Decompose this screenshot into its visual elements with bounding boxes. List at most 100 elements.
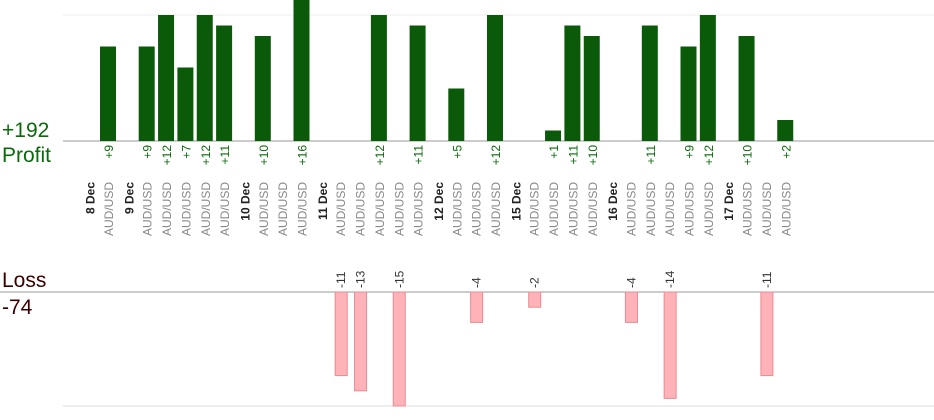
symbol-label: AUD/USD <box>218 182 232 236</box>
symbol-label: AUD/USD <box>470 182 484 236</box>
profit-value-label: +9 <box>683 145 697 159</box>
loss-label: Loss <box>2 269 46 292</box>
profit-value-label: +12 <box>199 145 213 166</box>
profit-bar <box>738 36 755 141</box>
profit-value-label: +10 <box>586 145 600 166</box>
date-label: 17 Dec <box>722 182 736 221</box>
profit-bar <box>680 46 697 141</box>
profit-bar <box>487 15 503 141</box>
symbol-label: AUD/USD <box>586 182 600 236</box>
profit-value-label: +12 <box>160 145 174 166</box>
summary-labels: +192 Profit Loss -74 <box>2 119 51 319</box>
profit-bar <box>699 15 716 141</box>
symbol-label: AUD/USD <box>276 182 290 236</box>
profit-bar <box>641 25 658 141</box>
loss-bar <box>528 291 542 308</box>
loss-value-label: -4 <box>470 277 484 288</box>
loss-bar <box>663 291 677 399</box>
x-axis-labels: 8 Dec 9 Dec 10 Dec 11 Dec 12 Dec 15 Dec 16 Dec… <box>84 182 794 236</box>
symbol-label: AUD/USD <box>141 182 155 236</box>
symbol-label: AUD/USD <box>566 182 580 236</box>
profit-value-label: +1 <box>547 145 561 159</box>
profit-bars: +9 +9 +12 +7 +12 +11 +10 +16 +12 +11 +5 +12 +1 +11 +10… <box>100 0 794 166</box>
profit-bar <box>777 120 794 141</box>
profit-value-label: +9 <box>102 145 116 159</box>
profit-bar <box>448 88 465 141</box>
symbol-label: AUD/USD <box>102 182 116 236</box>
symbol-label: AUD/USD <box>179 182 193 236</box>
loss-value-label: -4 <box>624 277 638 288</box>
symbol-label: AUD/USD <box>683 182 697 236</box>
symbol-label: AUD/USD <box>702 182 716 236</box>
profit-bar <box>138 46 155 141</box>
profit-value-label: +9 <box>141 145 155 159</box>
symbol-label: AUD/USD <box>779 182 793 236</box>
symbol-label: AUD/USD <box>354 182 368 236</box>
loss-bars: -11 -13 -15 -4 -2 -4 -14 -11 <box>334 270 774 407</box>
symbol-label: AUD/USD <box>741 182 755 236</box>
profit-value-label: +2 <box>779 145 793 159</box>
profit-value-label: +16 <box>296 145 310 166</box>
profit-value-label: +10 <box>257 145 271 166</box>
symbol-label: AUD/USD <box>450 182 464 236</box>
profit-bar <box>100 46 116 141</box>
date-label: 10 Dec <box>238 182 252 221</box>
profit-value-label: +12 <box>489 145 503 166</box>
date-label: 12 Dec <box>432 182 446 221</box>
profit-bar <box>293 0 310 141</box>
symbol-label: AUD/USD <box>489 182 503 236</box>
symbol-label: AUD/USD <box>392 182 406 236</box>
symbol-label: AUD/USD <box>528 182 542 236</box>
loss-bar <box>354 291 368 392</box>
symbol-label: AUD/USD <box>199 182 213 236</box>
date-label: 8 Dec <box>84 182 98 214</box>
profit-bar <box>583 36 600 141</box>
symbol-label: AUD/USD <box>412 182 426 236</box>
profit-value-label: +12 <box>702 145 716 166</box>
symbol-label: AUD/USD <box>644 182 658 236</box>
loss-value-label: -11 <box>334 271 348 288</box>
date-label: 9 Dec <box>122 182 136 214</box>
date-label: 15 Dec <box>509 182 523 221</box>
loss-bar <box>392 291 406 407</box>
profit-bar <box>196 15 213 141</box>
profit-value-label: +11 <box>644 145 658 165</box>
profit-value-label: +10 <box>741 145 755 166</box>
profit-bar <box>370 15 387 141</box>
profit-bar <box>158 15 175 141</box>
profit-value-label: +12 <box>373 145 387 166</box>
profit-bar <box>545 130 562 141</box>
symbol-label: AUD/USD <box>663 182 677 236</box>
loss-bar <box>624 291 638 323</box>
symbol-label: AUD/USD <box>624 182 638 236</box>
profit-value-label: +11 <box>218 145 232 165</box>
symbol-label: AUD/USD <box>334 182 348 236</box>
symbol-label: AUD/USD <box>296 182 310 236</box>
date-label: 11 Dec <box>316 182 330 220</box>
date-label: 16 Dec <box>606 182 620 221</box>
profit-value-label: +7 <box>179 145 193 159</box>
profit-value-label: +11 <box>412 145 426 165</box>
symbol-label: AUD/USD <box>160 182 174 236</box>
profit-total: +192 <box>2 119 49 142</box>
profit-bar <box>254 36 271 141</box>
profit-bar <box>409 25 426 141</box>
loss-bar <box>470 291 484 323</box>
loss-value-label: -13 <box>354 270 368 288</box>
profit-value-label: +5 <box>450 145 464 159</box>
loss-value-label: -14 <box>663 270 677 288</box>
symbol-label: AUD/USD <box>257 182 271 236</box>
profit-label: Profit <box>2 144 51 167</box>
profit-value-label: +11 <box>566 145 580 165</box>
symbol-label: AUD/USD <box>760 182 774 236</box>
profit-bar <box>177 67 194 141</box>
loss-value-label: -2 <box>528 277 542 288</box>
profit-bar <box>216 25 233 141</box>
loss-value-label: -11 <box>760 271 774 288</box>
loss-bar <box>760 291 774 377</box>
symbol-label: AUD/USD <box>547 182 561 236</box>
symbol-label: AUD/USD <box>373 182 387 236</box>
profit-bar <box>564 25 581 141</box>
loss-bar <box>334 291 348 377</box>
